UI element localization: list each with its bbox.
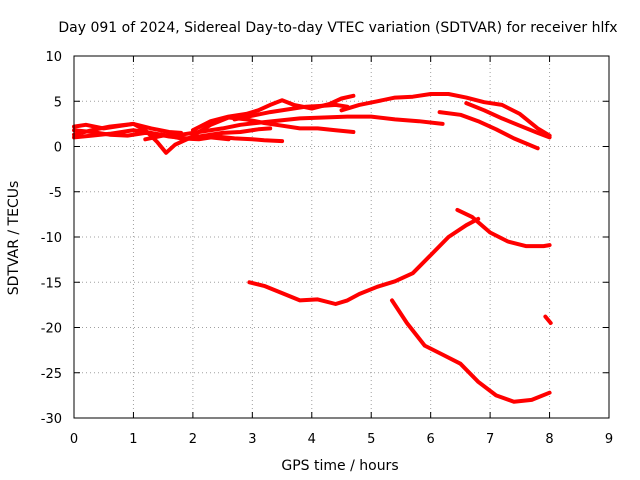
y-tick-label: 10 bbox=[45, 50, 62, 65]
x-tick-label: 2 bbox=[189, 432, 197, 447]
x-tick-label: 8 bbox=[545, 432, 553, 447]
y-tick-label: 0 bbox=[54, 141, 62, 156]
series-trace-8 bbox=[232, 102, 350, 122]
y-tick-label: -30 bbox=[41, 412, 62, 427]
series-trace-10 bbox=[437, 110, 540, 151]
y-axis-title: SDTVAR / TECUs bbox=[6, 181, 22, 296]
series-trace-3 bbox=[72, 126, 273, 141]
y-tick-label: 5 bbox=[54, 95, 62, 110]
series-trace-15 bbox=[543, 314, 553, 325]
series-trace-6 bbox=[190, 115, 356, 138]
x-tick-label: 3 bbox=[248, 432, 256, 447]
series-trace-4 bbox=[72, 121, 183, 137]
series-trace-12 bbox=[247, 216, 481, 306]
series-trace-5 bbox=[143, 114, 445, 142]
x-tick-label: 7 bbox=[486, 432, 494, 447]
x-tick-label: 1 bbox=[129, 432, 137, 447]
y-tick-label: -10 bbox=[41, 231, 62, 246]
x-tick-label: 0 bbox=[70, 432, 78, 447]
x-tick-label: 4 bbox=[308, 432, 316, 447]
series-trace-9 bbox=[339, 92, 552, 138]
y-axis: -30 -25 -20 -15 -10 -5 0 5 10 bbox=[41, 50, 609, 427]
x-tick-label: 9 bbox=[605, 432, 613, 447]
y-tick-label: -20 bbox=[41, 322, 62, 337]
series-trace-13 bbox=[455, 207, 552, 249]
chart-title: Day 091 of 2024, Sidereal Day-to-day VTE… bbox=[58, 20, 617, 36]
series-trace-14 bbox=[390, 298, 552, 404]
y-tick-label: -5 bbox=[49, 186, 62, 201]
x-tick-label: 5 bbox=[367, 432, 375, 447]
x-axis-title: GPS time / hours bbox=[281, 458, 398, 474]
x-axis: 0 1 2 3 4 5 6 7 8 9 bbox=[70, 56, 613, 447]
x-tick-label: 6 bbox=[427, 432, 435, 447]
y-tick-label: -15 bbox=[41, 276, 62, 291]
series-trace-11 bbox=[464, 101, 552, 140]
series-layer bbox=[72, 92, 553, 404]
y-tick-label: -25 bbox=[41, 367, 62, 382]
series-trace-7 bbox=[190, 93, 356, 133]
